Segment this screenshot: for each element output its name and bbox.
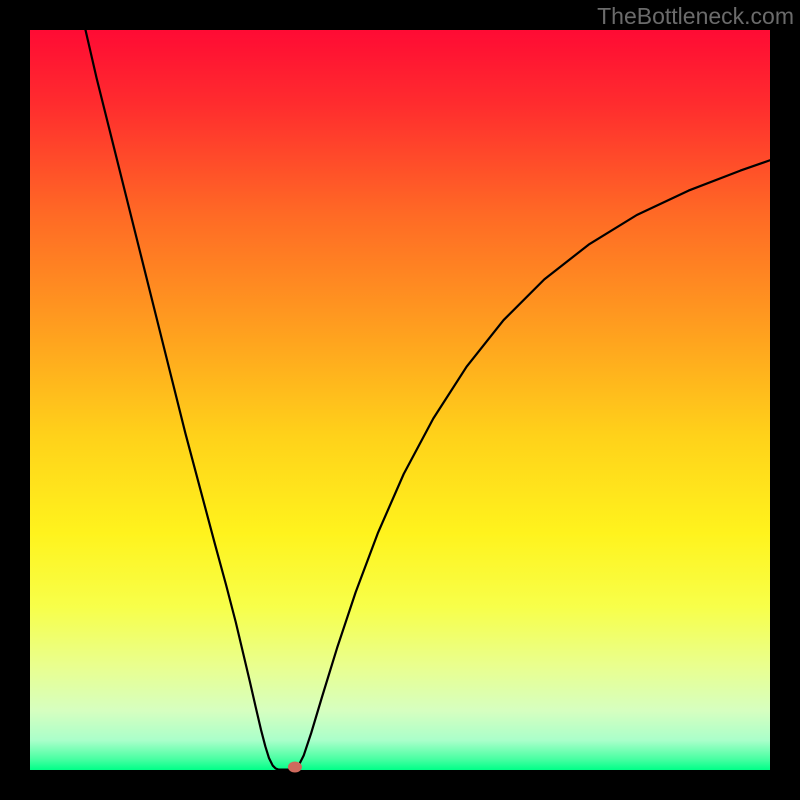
bottleneck-curve (86, 30, 771, 770)
chart-frame: TheBottleneck.com (0, 0, 800, 800)
curve-layer (30, 30, 770, 770)
watermark-text: TheBottleneck.com (597, 3, 794, 30)
plot-area (30, 30, 770, 770)
optimal-marker (288, 762, 302, 773)
